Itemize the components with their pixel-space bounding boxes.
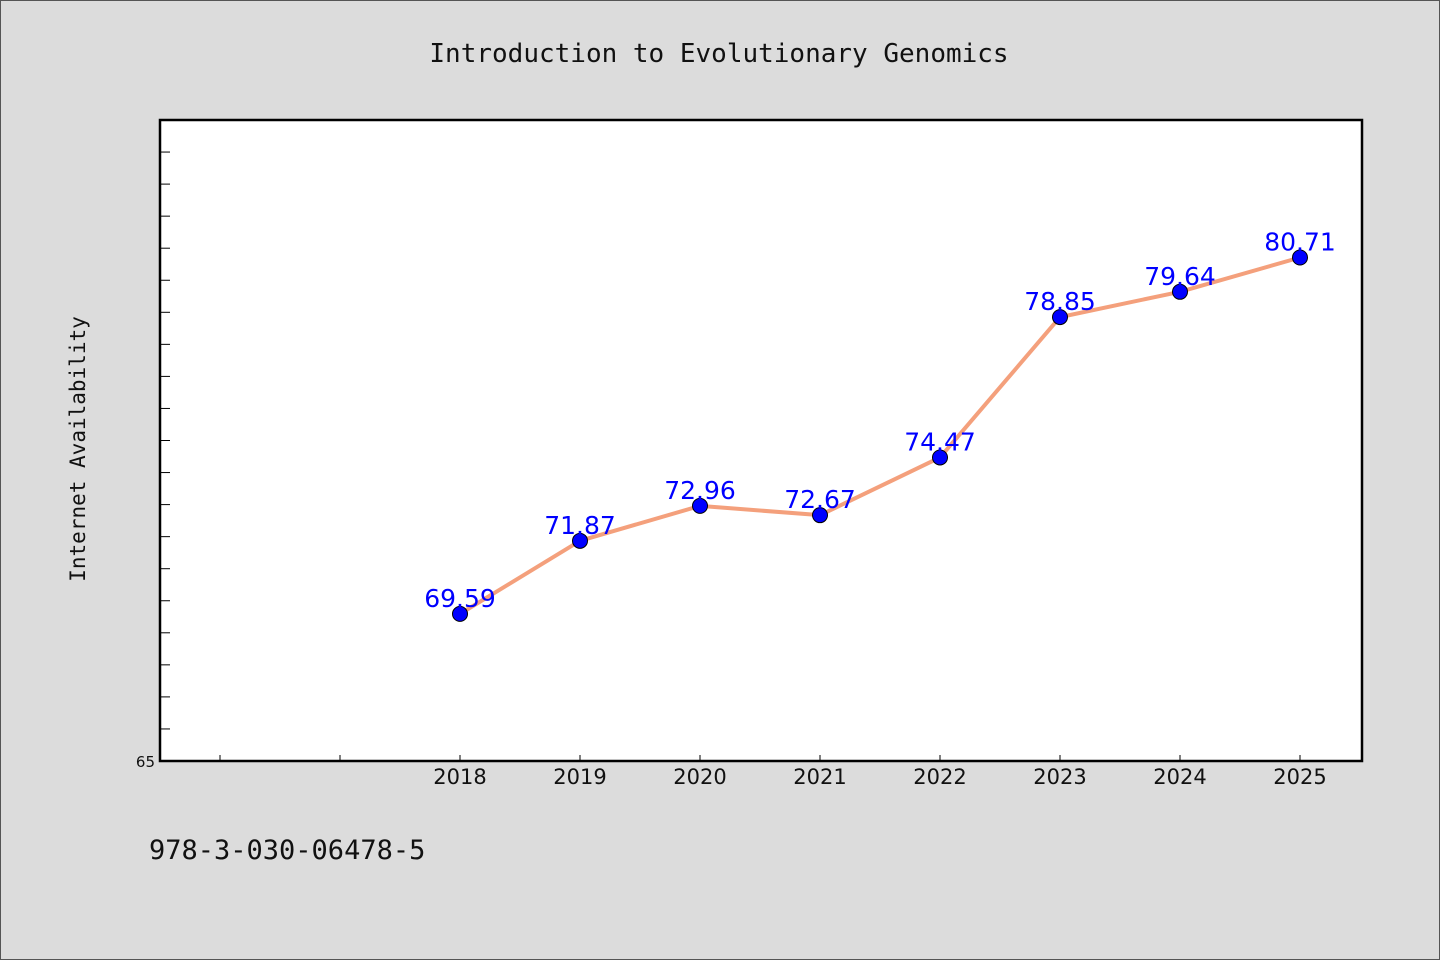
- x-tick-label: 2021: [793, 765, 846, 789]
- data-label: 80.71: [1264, 227, 1336, 256]
- data-point: [1292, 249, 1308, 266]
- data-point: [1052, 309, 1068, 326]
- data-label: 69.59: [424, 584, 496, 613]
- data-labels: 69.59 71.87 72.96 72.67 74.47 78.85 79.64 80.71: [424, 227, 1336, 612]
- data-label: 79.64: [1144, 262, 1216, 291]
- x-tick-label: 2024: [1153, 765, 1206, 789]
- data-point: [572, 532, 588, 549]
- y-tick-label: 65: [136, 753, 155, 771]
- series-line-group: [458, 255, 1301, 616]
- y-axis-ticks: 65: [136, 119, 170, 771]
- data-point: [812, 507, 828, 524]
- x-axis-ticks: 2018 2019 2020 2021 2022 2023 2024 2025: [219, 755, 1327, 789]
- footer-isbn-code: 978-3-030-06478-5: [149, 835, 426, 866]
- data-label: 71.87: [544, 511, 616, 540]
- x-tick-label: 2019: [553, 765, 606, 789]
- data-label: 78.85: [1024, 287, 1096, 316]
- data-point: [1172, 283, 1188, 300]
- data-point: [692, 497, 708, 514]
- data-markers: [452, 249, 1308, 622]
- data-point: [932, 449, 948, 466]
- chart-title: Introduction to Evolutionary Genomics: [429, 39, 1008, 69]
- y-axis-label: Internet Availability: [66, 316, 90, 582]
- x-tick-label: 2025: [1273, 765, 1326, 789]
- data-point: [452, 605, 468, 622]
- data-label: 74.47: [904, 427, 976, 456]
- x-tick-label: 2020: [673, 765, 726, 789]
- plot-area: [158, 118, 1364, 763]
- data-label: 72.96: [664, 476, 736, 505]
- series-line: [458, 255, 1301, 616]
- x-tick-label: 2023: [1033, 765, 1086, 789]
- x-tick-label: 2022: [913, 765, 966, 789]
- data-label: 72.67: [784, 485, 856, 514]
- x-tick-label: 2018: [433, 765, 486, 789]
